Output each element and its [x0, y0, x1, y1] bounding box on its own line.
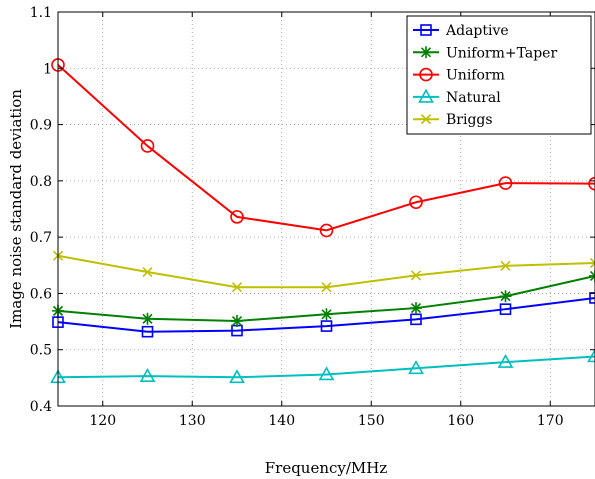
x-tick-label: 130	[179, 413, 206, 429]
legend-marker-briggs	[420, 114, 432, 125]
legend-marker-uniform	[419, 67, 433, 82]
plot-frame	[57, 11, 595, 407]
x-tick-label: 140	[268, 413, 295, 429]
series-adaptive	[52, 292, 595, 338]
y-tick-label: 0.8	[30, 174, 52, 190]
data-point-briggs	[142, 266, 153, 278]
legend-marker-natural	[418, 88, 434, 103]
data-point-natural	[318, 366, 335, 381]
x-tick-label: 160	[447, 413, 474, 429]
data-point-natural	[497, 353, 514, 368]
series-line-adaptive	[57, 296, 595, 333]
data-point-natural	[408, 360, 424, 375]
legend-label-uniform-taper: Uniform+Taper	[446, 45, 557, 61]
x-tick-label: 150	[358, 413, 385, 429]
y-tick-label: 1	[43, 61, 52, 77]
data-point-uniform-taper	[141, 312, 154, 325]
data-point-uniform	[230, 210, 244, 224]
ticks: 120 130 140 150 160 170 0.4 0.5 0.6 0.7 0.8 0.9 1 1.1	[30, 5, 595, 429]
series-layer	[50, 58, 595, 384]
data-point-uniform-taper	[320, 308, 333, 321]
series-uniform-taper	[52, 269, 595, 328]
data-point-natural	[139, 368, 156, 382]
data-point-adaptive	[141, 325, 154, 338]
series-line-natural	[57, 355, 595, 379]
legend-label-natural: Natural	[446, 90, 501, 106]
data-point-briggs	[321, 282, 332, 293]
y-axis-label: Image noise standard deviation	[7, 89, 25, 329]
series-line-uniform	[57, 64, 595, 232]
x-tick-label: 170	[537, 413, 564, 429]
data-point-uniform-taper	[410, 302, 422, 315]
y-tick-label: 0.7	[30, 230, 52, 246]
legend-marker-uniform-taper	[420, 46, 432, 59]
series-briggs	[52, 250, 595, 293]
data-point-natural	[229, 369, 245, 384]
data-point-uniform	[498, 176, 513, 190]
data-point-uniform	[319, 223, 334, 238]
data-point-adaptive	[499, 303, 512, 315]
data-point-adaptive	[589, 292, 595, 304]
data-point-uniform-taper	[499, 290, 512, 303]
legend-label-adaptive: Adaptive	[445, 23, 509, 39]
data-point-uniform-taper	[231, 315, 243, 328]
data-point-uniform-taper	[589, 269, 595, 282]
x-tick-label: 120	[89, 413, 116, 429]
data-point-adaptive	[410, 313, 422, 326]
y-tick-label: 0.5	[30, 343, 52, 359]
legend-label-briggs: Briggs	[446, 112, 493, 128]
data-point-adaptive	[320, 320, 333, 332]
data-point-briggs	[589, 257, 595, 269]
data-point-briggs	[410, 270, 422, 281]
y-tick-label: 0.6	[30, 286, 52, 302]
data-point-uniform	[588, 176, 595, 191]
y-tick-label: 0.9	[30, 118, 52, 134]
x-axis-label: Frequency/MHz	[265, 459, 388, 477]
y-tick-label: 0.4	[30, 399, 52, 415]
y-tick-label: 1.1	[30, 5, 52, 21]
legend-marker-adaptive	[420, 24, 432, 36]
data-point-uniform	[140, 139, 155, 153]
legend-label-uniform: Uniform	[446, 68, 505, 84]
legend: Adaptive Uniform+Taper Uniform Natural Brigg…	[406, 15, 592, 135]
series-natural	[50, 348, 595, 384]
series-line-briggs	[57, 254, 595, 289]
data-point-briggs	[231, 282, 243, 293]
data-point-briggs	[500, 260, 511, 271]
data-point-natural	[587, 348, 595, 363]
data-point-uniform	[409, 195, 423, 210]
